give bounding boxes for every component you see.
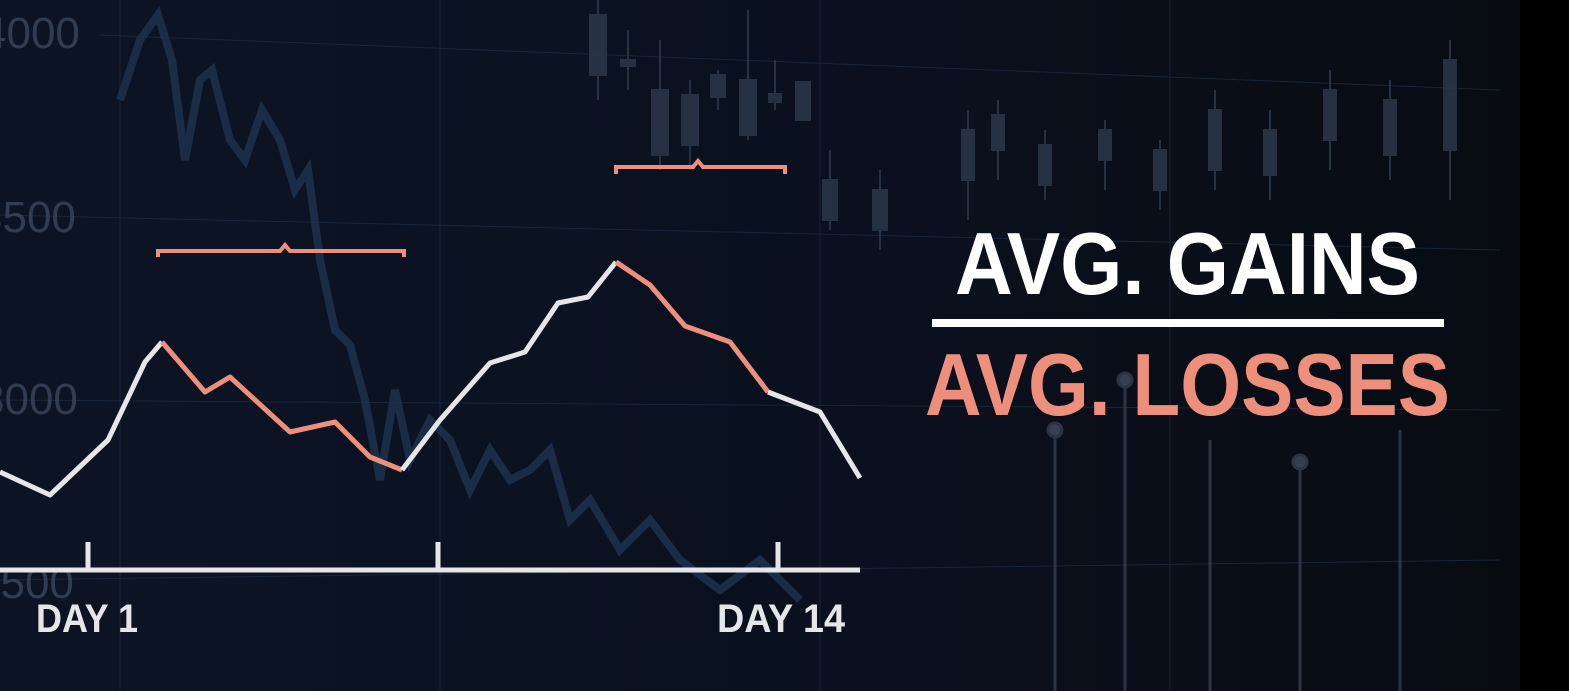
price-line <box>400 260 618 472</box>
bracket <box>614 157 787 174</box>
loss-line <box>614 259 770 394</box>
background-label: 3500 <box>0 193 76 242</box>
fraction-bar <box>932 319 1444 327</box>
background-label: 3000 <box>0 375 78 424</box>
loss-line <box>160 340 403 473</box>
background-label: 2500 <box>0 559 74 608</box>
price-line <box>767 389 863 480</box>
x-axis <box>0 542 860 573</box>
axis-label: DAY 1 <box>36 597 138 641</box>
edge-strip <box>1520 0 1569 691</box>
background-pins <box>1046 371 1402 691</box>
axis-label: DAY 14 <box>717 597 846 641</box>
background-candles <box>589 0 1457 250</box>
background-line <box>116 6 803 603</box>
price-line <box>0 340 164 498</box>
denominator: AVG. LOSSES <box>925 335 1450 434</box>
numerator: AVG. GAINS <box>955 214 1420 313</box>
background-label: 4000 <box>0 9 80 58</box>
bracket <box>156 241 406 257</box>
